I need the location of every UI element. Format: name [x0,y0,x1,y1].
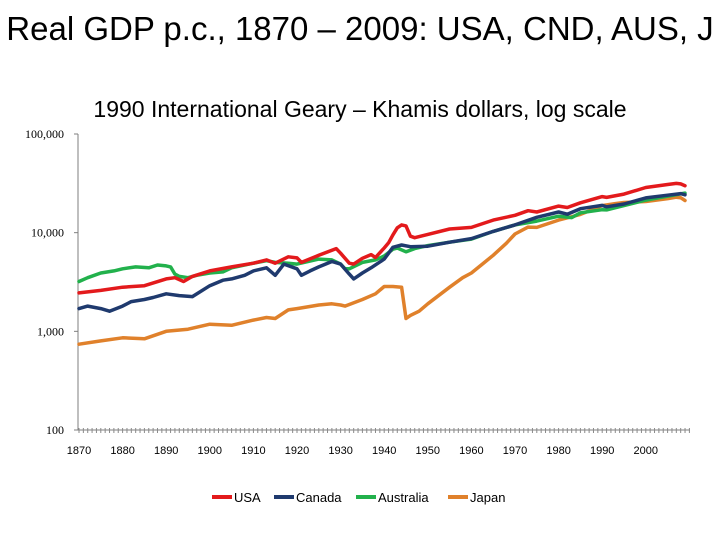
legend-label-japan: Japan [470,490,505,505]
x-tick-label: 1990 [590,445,614,457]
legend-label-australia: Australia [378,490,429,505]
x-tick-label: 1930 [328,445,352,457]
x-tick-label: 1900 [198,445,222,457]
legend-label-usa: USA [234,490,261,505]
x-tick-label: 1960 [459,445,483,457]
x-tick-label: 2000 [634,445,658,457]
y-tick-label: 1,000 [37,324,64,338]
chart-legend: USA Canada Australia Japan [212,490,505,505]
y-tick-label: 100,000 [25,127,64,141]
series-line-canada [77,191,687,313]
chart-title: Real GDP p.c., 1870 – 2009: USA, CND, AU… [0,8,720,50]
x-tick-label: 1970 [503,445,527,457]
x-tick-label: 1920 [285,445,309,457]
chart-subtitle: 1990 International Geary – Khamis dollar… [93,96,627,122]
x-tick-label: 1940 [372,445,396,457]
x-tick-label: 1890 [154,445,178,457]
x-tick-label: 1870 [67,445,91,457]
series-line-japan [77,195,687,346]
chart-lines [77,181,687,346]
x-tick-label: 1880 [110,445,134,457]
series-line-usa [77,181,687,295]
x-tick-label: 1950 [416,445,440,457]
chart-axes: 100 1,000 10,000 100,000 1870 1880 1890 1900 191… [25,127,690,457]
y-tick-label: 100 [46,423,64,437]
x-tick-label: 1910 [241,445,265,457]
legend-label-canada: Canada [296,490,342,505]
y-tick-label: 10,000 [31,226,64,240]
chart-title-text: Real GDP p.c., 1870 – 2009: USA, CND, AU… [6,10,714,47]
x-tick-label: 1980 [546,445,570,457]
